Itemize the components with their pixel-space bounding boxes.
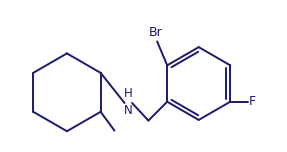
Text: H: H [124,87,133,100]
Text: F: F [249,95,256,108]
Text: N: N [124,104,133,117]
Text: Br: Br [149,26,163,40]
